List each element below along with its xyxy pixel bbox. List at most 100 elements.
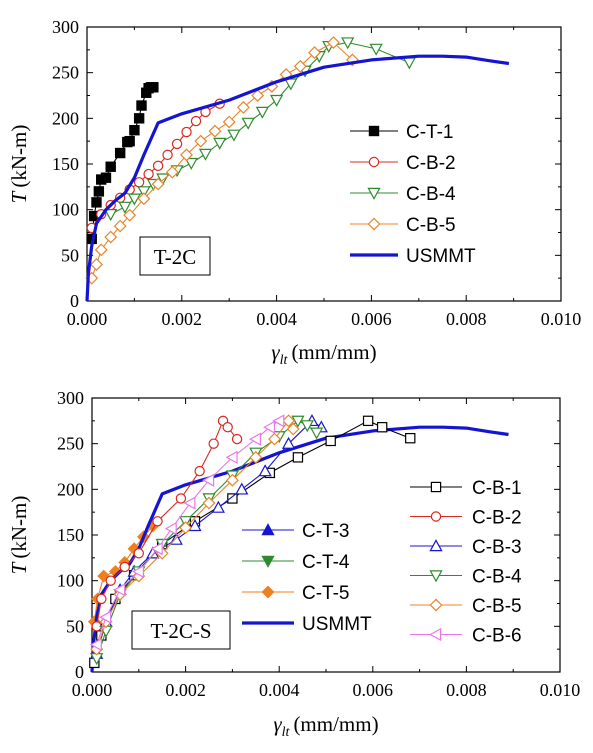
legend-item-c-b-1: C-B-1	[410, 478, 522, 499]
data-point-c-b-5	[268, 432, 281, 446]
data-point-c-t-1	[133, 113, 145, 124]
data-point-c-b-2	[105, 575, 116, 586]
series-usmmt	[90, 425, 509, 673]
data-point-c-b-4	[104, 209, 118, 222]
legend-label: C-T-5	[302, 583, 350, 604]
y-tick-label: 250	[52, 63, 79, 83]
legend-label: C-B-2	[472, 508, 522, 529]
legend-item-c-b-4: C-B-4	[410, 567, 522, 588]
data-point-c-b-3	[235, 482, 249, 495]
data-point-c-b-5	[208, 124, 222, 138]
data-point-c-b-2	[190, 115, 202, 127]
legend: C-T-3 C-T-4 C-T-5 USMMT C-B-1 C-B-2 C-B-3 C-B-4…	[242, 478, 522, 647]
data-point-c-b-1	[227, 493, 238, 504]
legend-label: C-T-4	[302, 552, 350, 573]
data-point-c-b-5	[286, 422, 300, 436]
legend-item-c-b-6: C-B-6	[410, 626, 522, 647]
x-axis-label: γlt (mm/mm)	[271, 340, 376, 368]
data-point-c-b-3	[281, 436, 296, 449]
x-tick-label: 0.010	[541, 309, 582, 329]
data-point-c-b-5	[202, 496, 216, 510]
annotation-box	[139, 236, 211, 276]
data-point-c-b-4	[184, 157, 198, 170]
data-point-c-b-2	[162, 149, 173, 161]
x-tick-label: 0.008	[446, 680, 487, 700]
data-point-c-b-4	[341, 37, 355, 50]
legend-item-c-b-4: C-B-4	[350, 184, 456, 205]
data-point-c-b-6	[131, 564, 144, 579]
data-point-c-b-2	[231, 433, 243, 445]
legend-label: C-B-4	[406, 184, 456, 205]
y-tick-label: 50	[66, 616, 84, 636]
data-point-c-b-2	[152, 160, 164, 172]
data-point-c-b-2	[194, 465, 205, 477]
series-line-usmmt	[85, 54, 510, 302]
y-tick-label: 150	[52, 154, 79, 174]
series-c-t-1	[86, 82, 159, 245]
legend-marker	[368, 156, 380, 168]
data-point-c-b-2	[143, 168, 154, 180]
legend-marker	[261, 523, 275, 536]
legend: C-T-1 C-B-2 C-B-4 C-B-5 USMMT	[350, 122, 476, 267]
data-point-c-b-4	[227, 129, 241, 142]
data-point-c-b-6	[150, 542, 163, 556]
data-point-c-b-4	[156, 173, 170, 186]
data-point-c-b-2	[171, 138, 183, 150]
chart-panel-1: 0.000 0.002 0.004 0.006 0.008 0.010 0 50 100 150 2…	[7, 17, 581, 368]
data-point-c-b-2	[222, 422, 233, 433]
data-point-c-b-5	[94, 243, 108, 257]
legend-item-c-t-5: C-T-5	[242, 583, 350, 604]
data-point-c-b-6	[99, 610, 112, 624]
legend-item-c-b-3: C-B-3	[410, 537, 522, 558]
y-tick-label: 200	[57, 479, 84, 499]
data-point-c-b-1	[325, 435, 336, 447]
y-tick-label: 200	[52, 108, 79, 128]
data-point-c-b-5	[222, 115, 236, 129]
legend-marker	[261, 555, 275, 568]
data-point-c-b-5	[327, 36, 340, 49]
data-point-c-b-4	[127, 193, 142, 206]
legend-item-c-t-4: C-T-4	[242, 552, 350, 573]
legend-label: C-B-1	[472, 478, 522, 499]
data-point-c-t-1	[148, 82, 159, 93]
series-c-b-5	[85, 36, 359, 285]
x-tick-label: 0.008	[446, 309, 487, 329]
y-axis-label: T(kN-m)	[7, 496, 31, 575]
data-point-c-t-1	[100, 172, 112, 183]
data-point-c-b-5	[236, 100, 250, 114]
legend-marker	[367, 217, 381, 231]
annotation-label: T-2C-S	[150, 619, 211, 643]
x-tick-label: 0.000	[67, 309, 108, 329]
data-point-c-b-1	[405, 432, 416, 444]
data-point-c-b-2	[208, 438, 219, 449]
data-point-c-b-5	[113, 219, 127, 233]
data-point-c-b-6	[248, 432, 261, 446]
data-point-c-b-3	[211, 500, 225, 513]
data-point-c-b-5	[137, 192, 151, 206]
legend-marker	[429, 539, 443, 552]
data-point-c-b-6	[164, 521, 177, 536]
data-point-c-b-6	[89, 637, 102, 652]
data-point-c-b-5	[194, 134, 208, 148]
legend-item-c-t-3: C-T-3	[242, 521, 350, 542]
legend-item-c-b-2: C-B-2	[410, 508, 522, 529]
data-point-c-b-4	[300, 420, 314, 433]
data-point-c-b-6	[272, 414, 285, 428]
data-point-c-b-2	[96, 593, 107, 605]
legend-item-c-b-2: C-B-2	[350, 153, 456, 174]
data-point-c-b-5	[293, 59, 307, 73]
legend-marker	[367, 187, 381, 200]
legend-label: USMMT	[406, 246, 476, 267]
legend-item-c-t-1: C-T-1	[350, 122, 454, 143]
legend-label: C-B-5	[472, 596, 522, 617]
data-point-c-t-1	[105, 161, 116, 172]
data-point-c-b-5	[165, 165, 179, 179]
x-tick-label: 0.004	[259, 680, 300, 700]
y-axis-label: T(kN-m)	[7, 125, 31, 204]
y-tick-label: 50	[61, 245, 79, 265]
y-tick-label: 100	[52, 200, 79, 220]
data-point-c-b-1	[376, 422, 388, 433]
legend-marker	[430, 481, 442, 493]
data-point-c-b-5	[180, 148, 193, 162]
